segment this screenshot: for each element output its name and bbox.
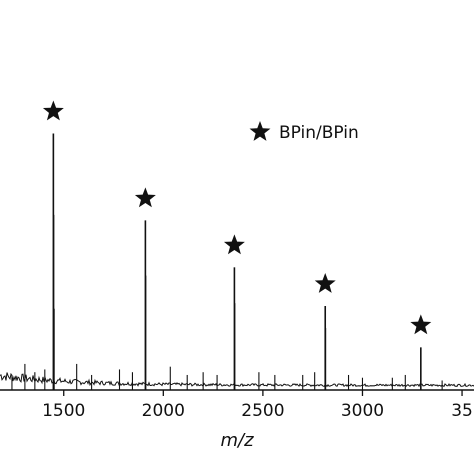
x-tick-label-4: 35 [451, 401, 473, 421]
x-tick-label-3: 3000 [341, 401, 384, 421]
x-tick-label-0: 1500 [42, 401, 85, 421]
spectrum-baseline [0, 372, 474, 388]
legend-star-icon [249, 121, 271, 141]
x-tick-label-1: 2000 [142, 401, 185, 421]
peak-star-icon-2 [223, 234, 245, 255]
peak-star-icon-1 [134, 187, 156, 208]
peak-star-markers [42, 100, 432, 335]
baseline-trace [0, 372, 474, 388]
x-axis-ticks: 1500 2000 2500 3000 35 [42, 390, 473, 421]
x-axis-title: m/z [220, 430, 254, 451]
peak-star-icon-0 [42, 100, 64, 121]
peak-star-icon-3 [314, 272, 336, 293]
legend-label: BPin/BPin [279, 123, 359, 143]
x-tick-label-2: 2500 [241, 401, 284, 421]
peak-star-icon-4 [410, 314, 432, 335]
spectrum-peaks [11, 133, 443, 390]
legend: BPin/BPin [249, 121, 359, 143]
